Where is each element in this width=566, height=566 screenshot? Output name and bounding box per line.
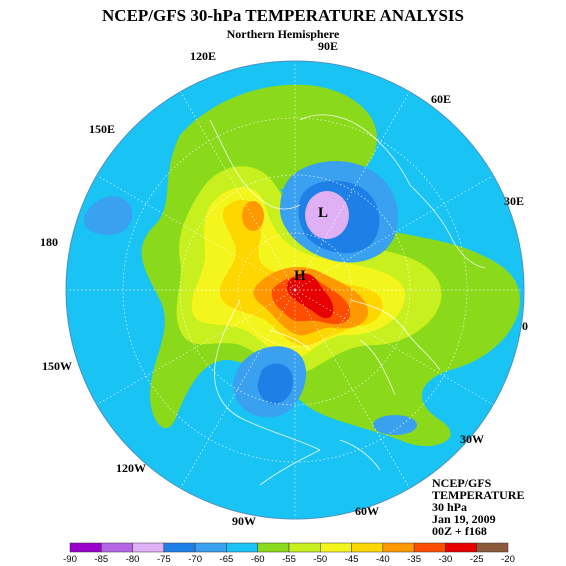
colorbar-swatch <box>194 542 227 553</box>
colorbar-tick-label: -70 <box>188 554 202 565</box>
info-box: NCEP/GFS TEMPERATURE 30 hPa Jan 19, 2009… <box>432 477 524 537</box>
lon-label-0: 0 <box>522 319 528 333</box>
colorbar-swatch <box>445 542 477 553</box>
low-center-label: L <box>318 205 328 221</box>
contour-blue-pacific <box>84 196 133 235</box>
colorbar-swatch <box>320 542 352 553</box>
lon-label-90e: 90E <box>318 39 338 53</box>
colorbar: -90 -85 -80 -75 -70 -65 -60 -55 -50 -45 -40 -35 -30 -… <box>63 542 515 565</box>
colorbar-tick-label: -75 <box>157 554 171 565</box>
lon-label-150w: 150W <box>42 359 72 373</box>
temperature-field <box>66 61 524 519</box>
colorbar-swatch <box>226 542 258 553</box>
colorbar-tick-label: -45 <box>345 554 359 565</box>
map-title: NCEP/GFS 30-hPa TEMPERATURE ANALYSIS <box>102 6 464 25</box>
colorbar-tick-label: -90 <box>63 554 77 565</box>
colorbar-tick-label: -85 <box>94 554 108 565</box>
high-center-label: H <box>294 268 306 284</box>
lon-label-120e: 120E <box>190 49 216 63</box>
colorbar-tick-label: -80 <box>126 554 140 565</box>
graticule <box>66 61 524 519</box>
info-line-forecast: 00Z + f168 <box>432 524 487 538</box>
colorbar-swatch <box>382 542 415 553</box>
hemisphere-outline <box>65 60 525 520</box>
colorbar-tick-label: -35 <box>407 554 421 565</box>
contour-red-core <box>286 273 334 319</box>
lon-label-120w: 120W <box>116 461 146 475</box>
colorbar-tick-label: -60 <box>251 554 265 565</box>
colorbar-tick-label: -30 <box>439 554 453 565</box>
info-line-level: 30 hPa <box>432 500 468 514</box>
lon-label-60e: 60E <box>431 92 451 106</box>
colorbar-swatch <box>132 542 165 553</box>
coastlines <box>209 114 486 486</box>
colorbar-tick-label: -55 <box>282 554 296 565</box>
lon-label-30e: 30E <box>504 194 524 208</box>
colorbar-swatch <box>476 542 509 553</box>
info-line-variable: TEMPERATURE <box>432 488 525 502</box>
lon-label-30w: 30W <box>460 432 484 446</box>
colorbar-swatch <box>413 542 446 553</box>
contour-orange-blob <box>242 201 264 231</box>
lon-label-60w: 60W <box>355 504 379 518</box>
colorbar-swatch <box>101 542 133 553</box>
lon-label-90w: 90W <box>232 514 256 528</box>
colorbar-tick-label: -20 <box>501 554 515 565</box>
contour-deepblue-america <box>257 363 294 405</box>
colorbar-swatch <box>288 542 321 553</box>
lon-label-180: 180 <box>40 235 58 249</box>
colorbar-swatch <box>351 542 384 553</box>
lon-label-150e: 150E <box>89 122 115 136</box>
colorbar-tick-label: -50 <box>313 554 327 565</box>
colorbar-swatch <box>69 542 102 553</box>
contour-blue-atlantic <box>373 415 417 435</box>
colorbar-tick-label: -40 <box>376 554 390 565</box>
map-subtitle: Northern Hemisphere <box>226 27 340 41</box>
info-line-date: Jan 19, 2009 <box>432 512 496 526</box>
colorbar-tick-label: -65 <box>220 554 234 565</box>
colorbar-tick-label: -25 <box>470 554 484 565</box>
low-core <box>305 191 349 239</box>
colorbar-swatch <box>257 542 290 553</box>
info-line-model: NCEP/GFS <box>432 476 492 490</box>
colorbar-swatch <box>163 542 196 553</box>
